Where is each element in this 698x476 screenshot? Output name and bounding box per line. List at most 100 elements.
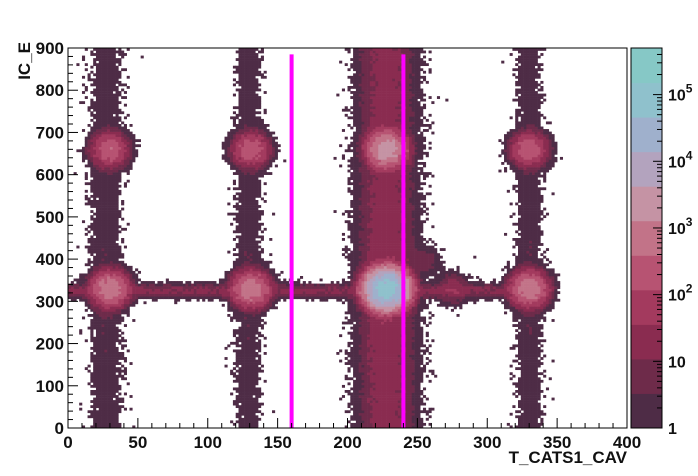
heatmap-cell: [204, 281, 209, 284]
heatmap-cell: [93, 339, 97, 343]
heatmap-cell: [294, 296, 298, 300]
heatmap-cell: [355, 250, 359, 254]
heatmap-cell: [121, 126, 125, 130]
heatmap-cell: [269, 293, 273, 297]
heatmap-cell: [93, 422, 97, 426]
heatmap-cell: [98, 281, 102, 284]
heatmap-cell: [238, 200, 242, 203]
heatmap-cell: [347, 283, 351, 287]
heatmap-cell: [149, 286, 153, 289]
heatmap-cell: [238, 255, 242, 259]
heatmap-cell: [104, 250, 108, 254]
heatmap-cell: [347, 144, 351, 148]
heatmap-cell: [235, 379, 239, 383]
heatmap-cell: [107, 425, 111, 429]
heatmap-cell: [104, 184, 108, 188]
heatmap-cell: [123, 268, 127, 272]
heatmap-cell: [350, 296, 354, 300]
heatmap-cell: [132, 288, 136, 292]
heatmap-cell: [364, 349, 368, 353]
heatmap-cell: [123, 116, 127, 120]
heatmap-cell: [244, 192, 248, 196]
heatmap-cell: [238, 387, 242, 391]
heatmap-cell: [246, 273, 250, 277]
heatmap-cell: [235, 253, 239, 257]
heatmap-cell: [112, 346, 116, 350]
heatmap-cell: [241, 68, 245, 72]
heatmap-cell: [84, 263, 88, 267]
heatmap-cell: [361, 91, 365, 94]
heatmap-cell: [90, 113, 94, 117]
heatmap-cell: [98, 65, 102, 69]
heatmap-cell: [112, 417, 116, 421]
heatmap-cell: [93, 415, 97, 419]
heatmap-cell: [235, 134, 239, 137]
heatmap-cell: [107, 111, 111, 115]
heatmap-cell: [244, 222, 248, 226]
heatmap-cell: [90, 291, 94, 295]
heatmap-cell: [252, 103, 256, 107]
heatmap-cell: [252, 392, 256, 396]
heatmap-cell: [355, 124, 359, 127]
heatmap-cell: [93, 225, 97, 229]
heatmap-cell: [260, 230, 264, 234]
heatmap-cell: [255, 402, 259, 406]
heatmap-cell: [246, 80, 250, 84]
heatmap-cell: [227, 293, 231, 297]
heatmap-cell: [101, 187, 105, 191]
heatmap-cell: [235, 344, 239, 348]
heatmap-cell: [358, 306, 362, 310]
heatmap-cell: [327, 283, 332, 287]
heatmap-cell: [249, 205, 253, 208]
heatmap-cell: [255, 93, 259, 97]
heatmap-cell: [241, 402, 245, 406]
heatmap-cell: [252, 326, 256, 330]
heatmap-cell: [238, 349, 242, 353]
heatmap-cell: [238, 382, 242, 386]
heatmap-cell: [115, 80, 119, 84]
heatmap-cell: [244, 225, 248, 229]
heatmap-cell: [118, 70, 122, 74]
heatmap-cell: [230, 288, 234, 292]
heatmap-cell: [355, 68, 359, 72]
heatmap-cell: [330, 296, 334, 300]
heatmap-cell: [255, 177, 259, 181]
heatmap-cell: [364, 83, 368, 87]
heatmap-cell: [101, 192, 105, 196]
heatmap-cell: [93, 260, 97, 264]
heatmap-cell: [255, 189, 259, 193]
heatmap-cell: [93, 78, 97, 82]
heatmap-cell: [112, 265, 116, 269]
heatmap-cell: [241, 98, 245, 102]
heatmap-cell: [238, 339, 242, 343]
heatmap-cell: [353, 392, 357, 396]
heatmap-cell: [84, 367, 88, 371]
heatmap-cell: [179, 286, 183, 289]
heatmap-cell: [107, 392, 111, 396]
heatmap-cell: [333, 296, 337, 300]
heatmap-cell: [115, 230, 119, 234]
heatmap-cell: [364, 131, 368, 135]
heatmap-cell: [90, 384, 94, 388]
heatmap-cell: [258, 349, 262, 353]
heatmap-cell: [107, 293, 111, 297]
heatmap-cell: [364, 210, 368, 213]
heatmap-cell: [232, 230, 236, 234]
heatmap-cell: [364, 288, 368, 292]
heatmap-cell: [129, 141, 133, 145]
heatmap-cell: [90, 200, 94, 203]
heatmap-cell: [260, 146, 264, 150]
heatmap-cell: [350, 331, 354, 335]
heatmap-cell: [241, 227, 245, 231]
heatmap-cell: [272, 139, 276, 143]
heatmap-cell: [79, 278, 83, 282]
heatmap-cell: [109, 48, 114, 51]
heatmap-cell: [118, 189, 122, 193]
heatmap-cell: [358, 268, 362, 272]
heatmap-cell: [115, 263, 119, 267]
heatmap-cell: [341, 291, 346, 295]
heatmap-cell: [263, 278, 267, 282]
heatmap-cell: [129, 268, 133, 272]
heatmap-cell: [347, 281, 351, 284]
heatmap-cell: [249, 212, 253, 216]
